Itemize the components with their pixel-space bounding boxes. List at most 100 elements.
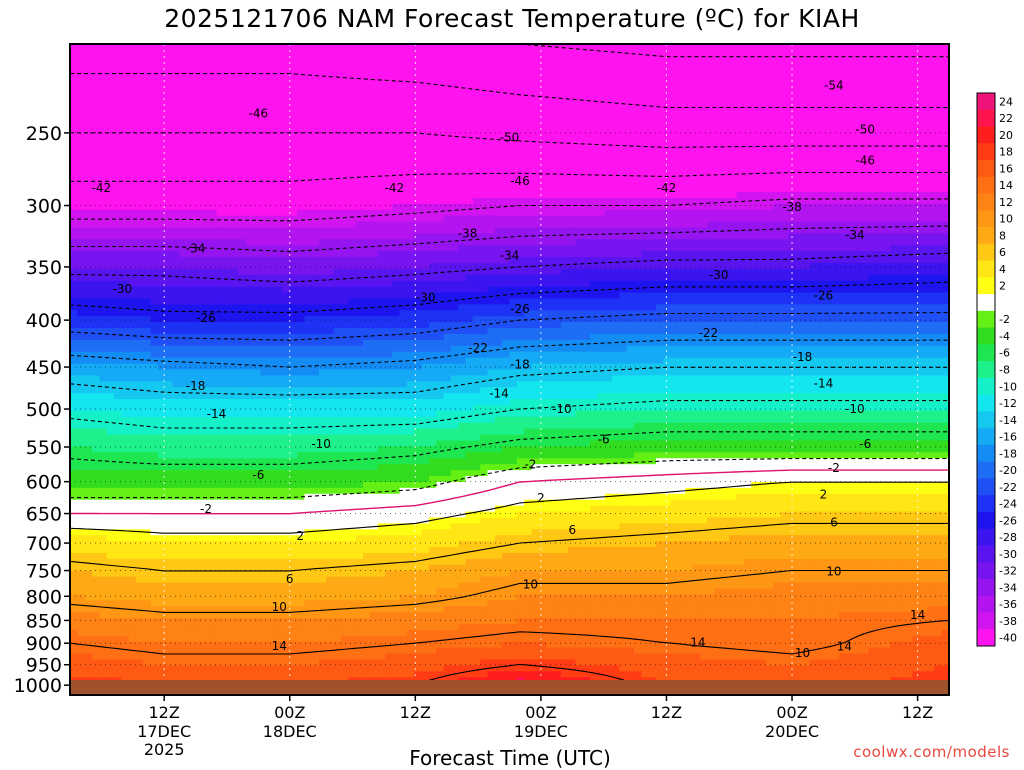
field-cell [736,215,745,223]
field-cell [509,203,518,211]
field-cell [612,251,620,258]
field-cell [560,215,569,223]
field-cell [260,120,269,128]
field-cell [699,132,708,140]
field-cell [575,150,584,158]
field-cell [846,120,855,128]
field-cell [319,61,327,69]
field-cell [699,168,708,175]
field-cell [736,268,745,276]
field-cell [121,144,130,152]
field-cell [773,262,782,270]
field-cell [560,115,569,122]
field-cell [582,251,591,258]
field-cell [934,138,943,146]
field-cell [99,274,108,282]
field-cell [150,162,159,169]
field-cell [443,168,452,175]
field-cell [743,97,752,104]
field-cell [231,91,240,98]
field-cell [707,180,716,187]
field-cell [927,115,935,122]
field-cell [568,115,577,122]
field-cell [84,203,93,211]
field-cell [934,274,943,282]
field-cell [443,120,452,128]
field-cell [626,79,635,87]
field-cell [231,103,240,110]
field-cell [685,203,694,211]
field-cell [699,268,708,276]
field-cell [634,239,642,246]
field-cell [897,262,906,270]
field-cell [260,233,269,240]
field-cell [699,280,708,288]
field-cell [70,239,78,246]
field-cell [143,49,152,57]
field-cell [253,280,262,288]
field-cell [201,209,210,217]
field-cell [414,120,423,128]
field-cell [787,49,796,57]
field-cell [392,251,401,258]
field-cell [333,227,342,234]
field-cell [590,85,598,92]
field-cell [648,280,657,288]
field-cell [377,274,386,282]
field-cell [172,97,181,104]
field-cell [333,221,342,229]
field-cell [516,109,525,116]
field-cell [348,227,357,234]
field-cell [560,274,569,282]
field-cell [179,73,188,81]
field-cell [297,85,305,92]
field-cell [370,221,379,229]
field-cell [355,227,364,234]
field-cell [165,274,174,282]
field-cell [912,115,921,122]
field-cell [875,91,884,98]
field-cell [604,103,613,110]
field-cell [70,191,78,199]
field-cell [699,55,708,63]
field-cell [531,197,540,205]
field-cell [612,67,620,75]
field-cell [560,97,569,104]
field-cell [604,49,613,57]
field-cell [406,138,415,146]
field-cell [414,126,423,134]
field-cell [861,197,870,205]
field-cell [502,103,511,110]
field-cell [348,103,357,110]
field-cell [758,280,767,288]
field-cell [113,97,122,104]
field-cell [84,79,93,87]
field-cell [656,168,664,175]
field-cell [648,162,657,169]
field-cell [487,274,496,282]
field-cell [743,180,752,187]
field-cell [472,49,481,57]
field-cell [634,85,642,92]
field-cell [677,144,686,152]
field-cell [384,186,393,193]
field-cell [670,221,679,229]
field-cell [406,197,415,205]
field-cell [831,209,840,217]
field-cell [443,245,452,252]
field-cell [656,126,664,134]
field-cell [77,162,86,169]
field-cell [502,109,511,116]
field-cell [275,186,284,193]
field-cell [626,138,635,146]
field-cell [516,180,525,187]
field-cell [179,91,188,98]
field-cell [128,156,137,163]
field-cell [341,168,349,175]
field-cell [333,55,342,63]
field-cell [363,67,371,75]
field-cell [604,144,613,152]
field-cell [604,274,613,282]
field-cell [436,221,445,229]
field-cell [773,85,782,92]
